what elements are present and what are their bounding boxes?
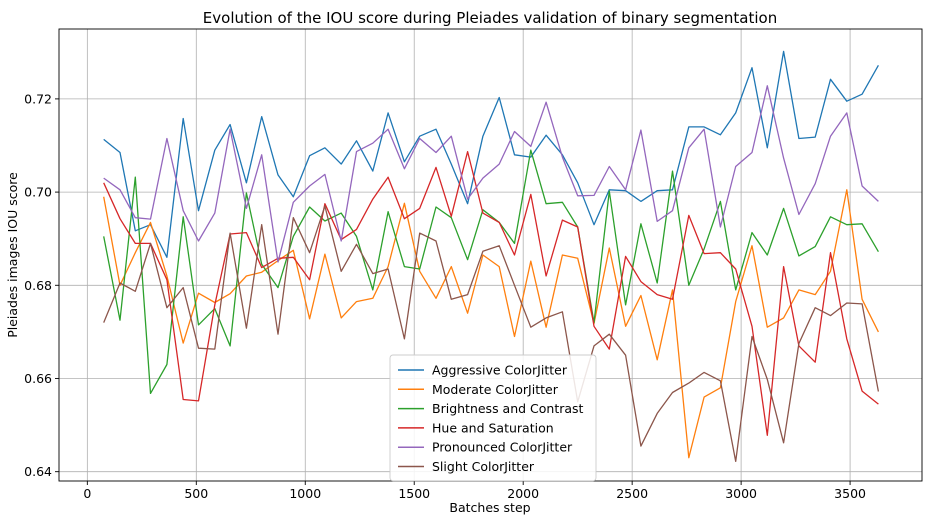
x-tick-label: 2500: [616, 486, 648, 501]
y-tick-label: 0.70: [24, 185, 52, 200]
legend-entry: Pronounced ColorJitter: [432, 440, 573, 455]
y-tick-label: 0.72: [24, 91, 52, 106]
x-tick-label: 1500: [398, 486, 430, 501]
series-line-moderate-colorjitter: [103, 189, 879, 459]
y-tick-label: 0.66: [24, 371, 52, 386]
x-tick-label: 2000: [507, 486, 539, 501]
legend-entry: Brightness and Contrast: [432, 401, 584, 416]
legend-entry: Hue and Saturation: [432, 420, 554, 435]
series-line-brightness-and-contrast: [103, 149, 879, 395]
x-axis: 0 500 1000 1500 2000 2500 3000 3500: [83, 481, 866, 501]
series-line-hue-and-saturation: [103, 150, 879, 436]
series-line-slight-colorjitter: [103, 205, 880, 463]
series-layer: [103, 50, 880, 463]
series-line-aggressive-colorjitter: [103, 50, 879, 258]
y-axis: 0.64 0.66 0.68 0.70 0.72: [24, 91, 59, 479]
x-axis-label: Batches step: [449, 500, 530, 515]
legend-entry: Moderate ColorJitter: [432, 382, 559, 397]
y-tick-label: 0.68: [24, 278, 52, 293]
legend-box: [389, 354, 597, 482]
x-tick-label: 1000: [289, 486, 321, 501]
series-line-pronounced-colorjitter: [103, 85, 879, 263]
chart-title: Evolution of the IOU score during Pleiad…: [203, 9, 777, 27]
legend-entry: Slight ColorJitter: [432, 459, 535, 474]
legend: Aggressive ColorJitter Moderate ColorJitt…: [389, 354, 597, 482]
x-tick-label: 3000: [725, 486, 757, 501]
x-tick-label: 500: [184, 486, 208, 501]
x-tick-label: 0: [83, 486, 91, 501]
x-tick-label: 3500: [834, 486, 866, 501]
y-axis-label: Pleiades images IOU score: [5, 172, 20, 338]
y-tick-label: 0.64: [24, 464, 52, 479]
legend-entry: Aggressive ColorJitter: [432, 363, 568, 378]
